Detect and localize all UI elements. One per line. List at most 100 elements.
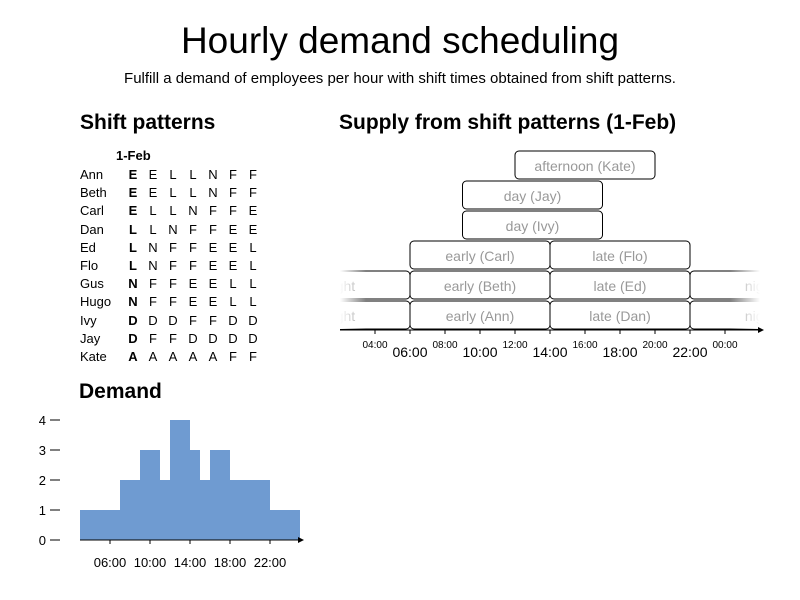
- pattern-cell: N: [208, 167, 218, 182]
- shift-label: day (Jay): [504, 188, 562, 204]
- pattern-cell: L: [149, 221, 157, 237]
- pattern-cell: L: [229, 294, 237, 310]
- pattern-cell: F: [229, 167, 237, 182]
- shift-label: early (Ann): [446, 308, 514, 324]
- pattern-employee-name: Gus: [80, 276, 104, 292]
- pattern-cell: L: [169, 203, 177, 219]
- pattern-cell: E: [228, 239, 238, 255]
- pattern-cell: F: [169, 276, 177, 292]
- pattern-cell: F: [189, 221, 197, 237]
- pattern-cell: F: [229, 349, 237, 364]
- demand-axis-arrow: [298, 537, 304, 543]
- pattern-cell: L: [169, 185, 177, 201]
- pattern-cell: E: [188, 294, 198, 310]
- page-title: Hourly demand scheduling: [180, 20, 620, 61]
- pattern-cell: A: [128, 349, 138, 364]
- shift-block: [549, 300, 691, 330]
- pattern-cell: L: [129, 239, 137, 255]
- pattern-cell: F: [249, 167, 257, 182]
- supply-x-tick-label: 00:00: [712, 340, 737, 351]
- pattern-cell: D: [228, 330, 238, 346]
- demand-x-tick-label: 22:00: [254, 555, 287, 570]
- pattern-cell: F: [189, 239, 197, 255]
- pattern-cell: E: [208, 294, 218, 310]
- pattern-cell: L: [189, 167, 197, 182]
- pattern-cell: A: [148, 349, 158, 364]
- demand-x-tick-label: 14:00: [174, 555, 207, 570]
- pattern-cell: N: [128, 276, 138, 292]
- pattern-cell: F: [149, 294, 157, 310]
- pattern-cell: F: [189, 312, 197, 328]
- pattern-employee-name: Beth: [80, 185, 107, 201]
- pattern-cell: F: [189, 258, 197, 273]
- pattern-employee-name: Flo: [80, 258, 99, 273]
- pattern-cell: D: [188, 330, 198, 346]
- pattern-cell: L: [249, 258, 257, 273]
- demand-x-tick-label: 06:00: [94, 555, 127, 570]
- pattern-employee-name: Kate: [80, 349, 107, 364]
- pattern-cell: E: [148, 167, 158, 182]
- pattern-cell: N: [128, 294, 138, 310]
- pattern-cell: F: [149, 330, 157, 346]
- pattern-employee-name: Ivy: [80, 312, 97, 328]
- pattern-cell: L: [249, 294, 257, 310]
- pattern-cell: L: [249, 239, 257, 255]
- supply-x-tick-label: 08:00: [432, 340, 457, 351]
- pattern-cell: E: [148, 185, 158, 201]
- pattern-cell: A: [168, 349, 178, 364]
- pattern-cell: F: [169, 330, 177, 346]
- pattern-cell: E: [128, 185, 138, 201]
- demand-y-tick-label: 4: [39, 413, 46, 428]
- pattern-cell: E: [248, 203, 258, 219]
- pattern-cell: D: [168, 312, 178, 328]
- pattern-cell: D: [128, 312, 138, 328]
- shift-block: [514, 150, 656, 180]
- pattern-cell: D: [148, 312, 158, 328]
- pattern-cell: N: [148, 239, 158, 255]
- pattern-employee-name: Carl: [80, 203, 104, 219]
- pattern-cell: L: [229, 276, 237, 292]
- pattern-cell: E: [128, 167, 138, 182]
- pattern-cell: E: [228, 221, 238, 237]
- pattern-employee-name: Dan: [80, 221, 104, 237]
- pattern-cell: D: [248, 312, 258, 328]
- demand-title: Demand: [79, 380, 162, 403]
- shift-label: day (Ivy): [506, 218, 560, 234]
- supply-axis-arrow: [758, 327, 764, 333]
- supply-x-tick-label: 22:00: [672, 344, 707, 360]
- pattern-cell: N: [148, 258, 158, 273]
- pattern-cell: N: [168, 221, 178, 237]
- pattern-cell: F: [209, 312, 217, 328]
- supply-title: Supply from shift patterns (1-Feb): [339, 111, 677, 134]
- supply-x-tick-label: 12:00: [502, 340, 527, 351]
- pattern-cell: F: [209, 203, 217, 219]
- pattern-employee-name: Jay: [80, 330, 101, 346]
- pattern-cell: E: [248, 221, 258, 237]
- pattern-cell: E: [208, 258, 218, 273]
- pattern-cell: F: [169, 239, 177, 255]
- demand-area: [80, 420, 300, 540]
- demand-y-tick-label: 3: [39, 443, 46, 458]
- supply-x-tick-label: 20:00: [642, 340, 667, 351]
- pattern-cell: L: [129, 258, 137, 273]
- shift-block: [462, 210, 603, 240]
- pattern-cell: F: [169, 294, 177, 310]
- shift-label: late (Ed): [594, 278, 647, 294]
- shift-block: [462, 180, 603, 210]
- supply-x-tick-label: 16:00: [572, 340, 597, 351]
- shift-label: late (Flo): [592, 248, 647, 264]
- pattern-cell: D: [248, 330, 258, 346]
- shift-block: [549, 240, 691, 270]
- pattern-cell: N: [188, 203, 198, 219]
- supply-x-tick-label: 04:00: [362, 340, 387, 351]
- pattern-employee-name: Ann: [80, 167, 104, 182]
- fade-right: [730, 265, 760, 329]
- pattern-employee-name: Hugo: [80, 294, 112, 310]
- pattern-cell: L: [149, 203, 157, 219]
- supply-x-tick-label: 14:00: [532, 344, 567, 360]
- pattern-cell: D: [228, 312, 238, 328]
- pattern-cell: L: [189, 185, 197, 201]
- pattern-cell: L: [129, 221, 137, 237]
